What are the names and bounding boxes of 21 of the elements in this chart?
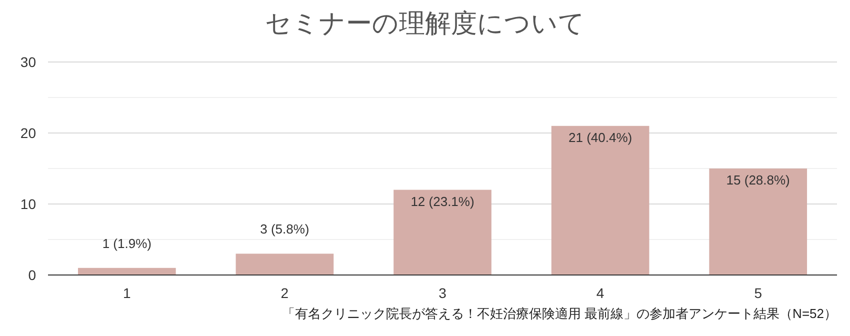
- text: 「有名クリニック院長が答える！不妊治療保険適用 最前線」の参加者アンケート結果（N=52）: [282, 306, 837, 321]
- x-tick-label: 3: [438, 285, 447, 301]
- chart-title: セミナーの理解度について: [265, 8, 585, 38]
- data-label: 1 (1.9%): [102, 236, 152, 251]
- y-tick-label: 10: [20, 196, 36, 212]
- x-tick-label: 4: [596, 285, 604, 301]
- bar: [78, 268, 176, 275]
- x-tick-label: 2: [280, 285, 289, 301]
- data-label: 3 (5.8%): [260, 222, 310, 237]
- bar: [551, 126, 650, 275]
- bar: [236, 254, 334, 275]
- data-label: 15 (28.8%): [726, 172, 790, 188]
- x-tick-label: 1: [123, 285, 131, 301]
- y-tick-label: 30: [20, 54, 36, 70]
- data-label: 12 (23.1%): [410, 194, 474, 209]
- data-label: 21 (40.4%): [568, 130, 632, 145]
- bar: [394, 190, 492, 275]
- x-tick-label: 5: [754, 285, 762, 301]
- bar: [709, 168, 808, 275]
- y-tick-label: 0: [28, 267, 36, 283]
- y-tick-label: 20: [20, 125, 36, 141]
